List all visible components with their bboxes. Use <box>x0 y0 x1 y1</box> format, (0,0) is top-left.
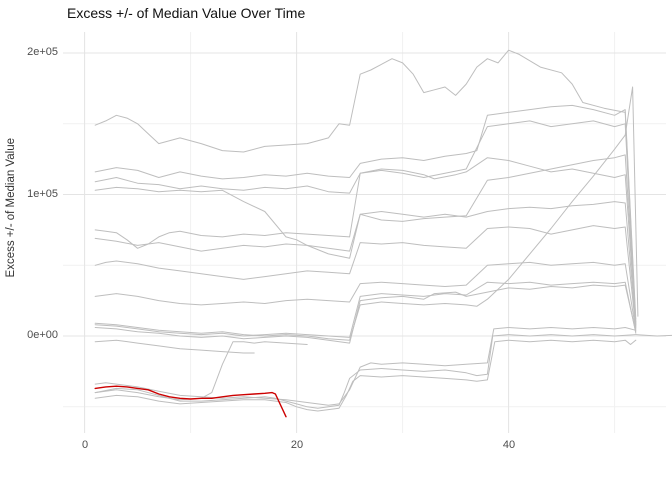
series-06-line <box>94 201 637 327</box>
series-14-line <box>94 334 672 409</box>
series-08-line <box>94 261 637 331</box>
series-13-line <box>94 341 308 401</box>
y-axis-tick-label: 1e+05 <box>27 188 58 200</box>
series-11-line <box>94 281 637 338</box>
series-04-line <box>94 154 637 323</box>
series-01-line <box>94 49 637 324</box>
x-axis-tick-label: 20 <box>290 439 304 451</box>
series-15-line <box>94 339 637 412</box>
chart-title: Excess +/- of Median Value Over Time <box>67 5 306 21</box>
y-axis-tick-label: 2e+05 <box>27 46 58 58</box>
x-axis-tick-label: 0 <box>81 439 89 451</box>
x-axis-tick-label: 40 <box>502 439 516 451</box>
y-axis-tick-label: 0e+00 <box>27 329 58 341</box>
series-16-line <box>94 327 637 406</box>
series-05-line <box>94 157 637 326</box>
series-09-line <box>94 86 639 341</box>
series-03-line <box>94 120 637 328</box>
series-07-line <box>94 225 637 330</box>
series-12-line <box>94 339 255 354</box>
series-02-line <box>94 104 637 320</box>
series-10-line <box>94 284 637 344</box>
highlighted-series-line <box>94 385 287 418</box>
y-axis-title: Excess +/- of Median Value <box>5 138 17 278</box>
